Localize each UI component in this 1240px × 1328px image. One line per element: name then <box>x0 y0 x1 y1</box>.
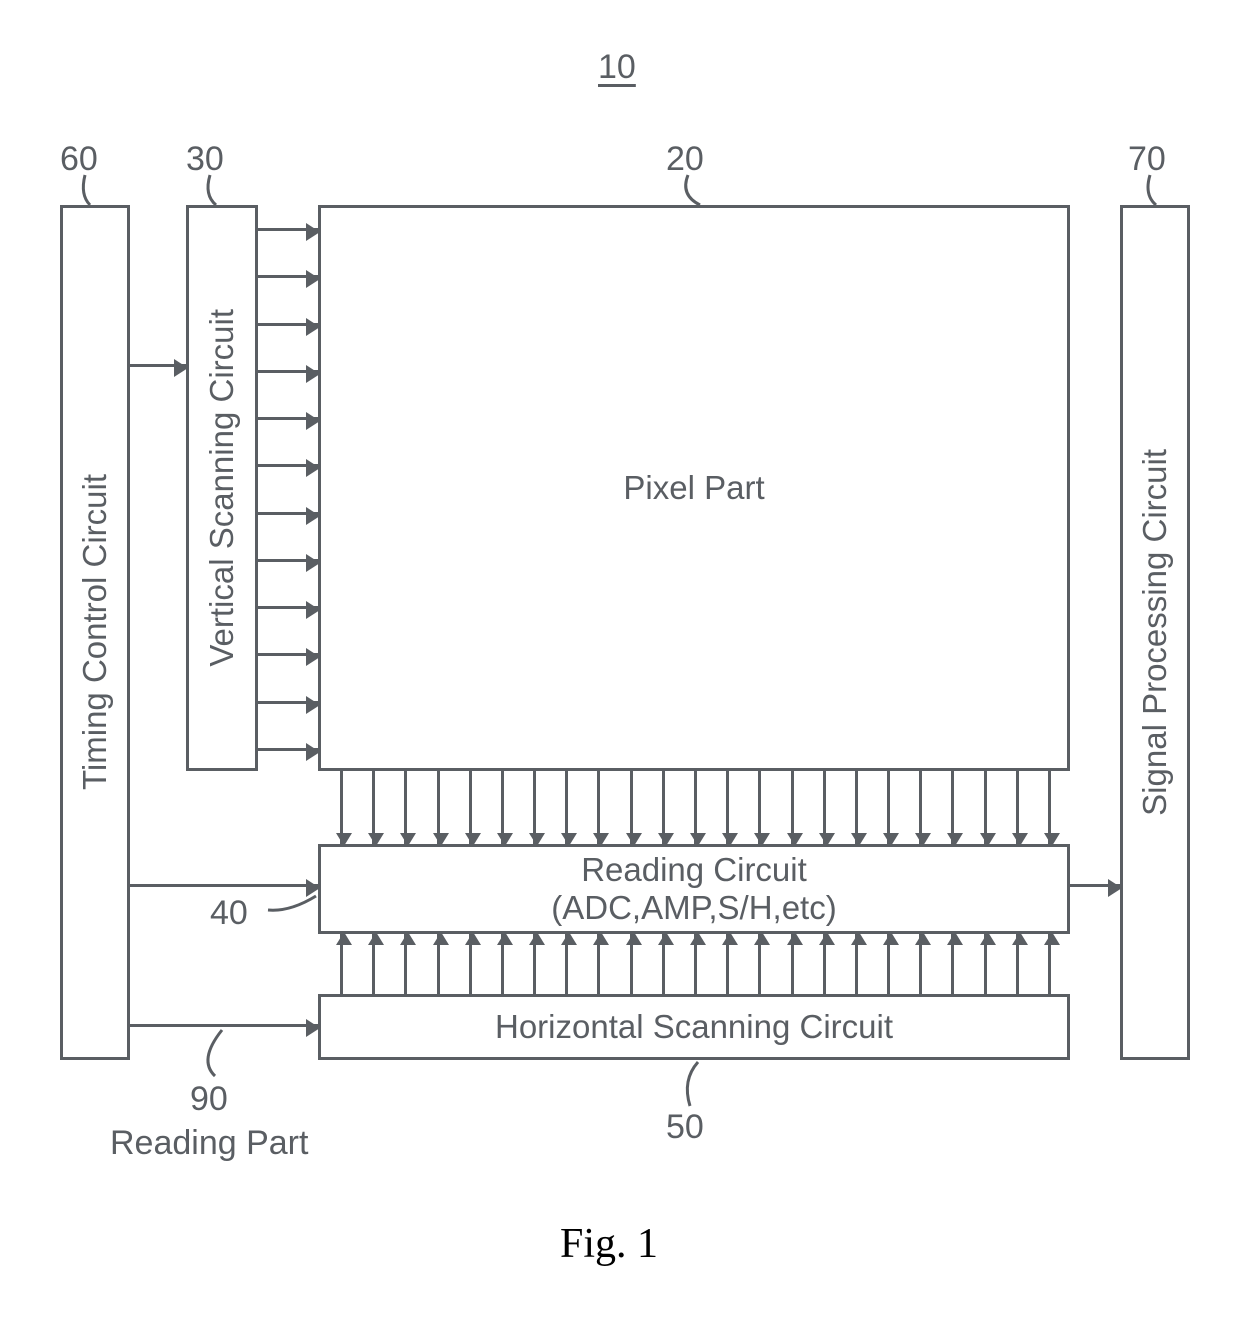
arrow-hscan-to-reading <box>887 934 890 994</box>
arrow-hscan-to-reading <box>791 934 794 994</box>
block-label: Timing Control Circuit <box>76 474 114 790</box>
arrow-vscan-to-pixel <box>258 464 318 467</box>
ref-label-70: 70 <box>1128 140 1166 179</box>
reading-part-label: Reading Part <box>110 1124 308 1163</box>
arrow-pixel-to-reading <box>630 771 633 844</box>
block-timing-control: Timing Control Circuit <box>60 205 130 1060</box>
arrow-pixel-to-reading <box>1048 771 1051 844</box>
arrow-pixel-to-reading <box>501 771 504 844</box>
arrow-hscan-to-reading <box>855 934 858 994</box>
block-label: Signal Processing Circuit <box>1136 449 1174 816</box>
arrow-hscan-to-reading <box>951 934 954 994</box>
arrow-hscan-to-reading <box>726 934 729 994</box>
ref-label-40: 40 <box>210 894 248 933</box>
arrow-pixel-to-reading <box>823 771 826 844</box>
arrow-vscan-to-pixel <box>258 228 318 231</box>
arrow-pixel-to-reading <box>984 771 987 844</box>
arrow-pixel-to-reading <box>565 771 568 844</box>
arrow-timing-to-reading <box>130 884 318 887</box>
block-label: Horizontal Scanning Circuit <box>495 1008 893 1046</box>
figure-caption: Fig. 1 <box>560 1220 658 1268</box>
arrow-hscan-to-reading <box>1048 934 1051 994</box>
arrow-hscan-to-reading <box>1016 934 1019 994</box>
arrow-pixel-to-reading <box>340 771 343 844</box>
arrow-hscan-to-reading <box>919 934 922 994</box>
arrow-vscan-to-pixel <box>258 323 318 326</box>
arrow-pixel-to-reading <box>533 771 536 844</box>
arrow-hscan-to-reading <box>533 934 536 994</box>
arrow-hscan-to-reading <box>469 934 472 994</box>
arrow-pixel-to-reading <box>372 771 375 844</box>
arrow-vscan-to-pixel <box>258 748 318 751</box>
block-label-stack: Reading Circuit (ADC,AMP,S/H,etc) <box>551 851 836 927</box>
arrow-hscan-to-reading <box>758 934 761 994</box>
arrow-hscan-to-reading <box>694 934 697 994</box>
arrow-pixel-to-reading <box>404 771 407 844</box>
arrow-pixel-to-reading <box>887 771 890 844</box>
ref-label-20: 20 <box>666 140 704 179</box>
arrow-pixel-to-reading <box>469 771 472 844</box>
arrow-pixel-to-reading <box>662 771 665 844</box>
diagram-canvas: 10 Timing Control Circuit Vertical Scann… <box>0 0 1240 1328</box>
block-vertical-scanning: Vertical Scanning Circuit <box>186 205 258 771</box>
block-sublabel: (ADC,AMP,S/H,etc) <box>551 889 836 927</box>
block-signal-processing: Signal Processing Circuit <box>1120 205 1190 1060</box>
arrow-pixel-to-reading <box>694 771 697 844</box>
arrow-hscan-to-reading <box>340 934 343 994</box>
arrow-hscan-to-reading <box>662 934 665 994</box>
arrow-pixel-to-reading <box>791 771 794 844</box>
arrow-hscan-to-reading <box>565 934 568 994</box>
arrow-pixel-to-reading <box>726 771 729 844</box>
arrow-hscan-to-reading <box>984 934 987 994</box>
block-label: Pixel Part <box>623 469 764 507</box>
arrow-vscan-to-pixel <box>258 653 318 656</box>
block-label: Reading Circuit <box>551 851 836 889</box>
block-label: Vertical Scanning Circuit <box>203 309 241 667</box>
arrow-timing-to-vscan <box>130 364 186 367</box>
arrow-vscan-to-pixel <box>258 275 318 278</box>
block-reading-circuit: Reading Circuit (ADC,AMP,S/H,etc) <box>318 844 1070 934</box>
arrow-pixel-to-reading <box>758 771 761 844</box>
arrow-reading-to-sigproc <box>1070 884 1120 887</box>
arrow-hscan-to-reading <box>404 934 407 994</box>
arrow-vscan-to-pixel <box>258 370 318 373</box>
arrow-vscan-to-pixel <box>258 512 318 515</box>
arrow-hscan-to-reading <box>372 934 375 994</box>
arrow-vscan-to-pixel <box>258 701 318 704</box>
arrow-pixel-to-reading <box>951 771 954 844</box>
arrow-vscan-to-pixel <box>258 606 318 609</box>
ref-label-30: 30 <box>186 140 224 179</box>
ref-label-90: 90 <box>190 1080 228 1119</box>
figure-ref-10: 10 <box>598 48 636 87</box>
arrow-pixel-to-reading <box>919 771 922 844</box>
arrow-vscan-to-pixel <box>258 417 318 420</box>
arrow-hscan-to-reading <box>437 934 440 994</box>
arrow-hscan-to-reading <box>823 934 826 994</box>
arrow-vscan-to-pixel <box>258 559 318 562</box>
ref-label-60: 60 <box>60 140 98 179</box>
arrow-hscan-to-reading <box>501 934 504 994</box>
block-pixel-part: Pixel Part <box>318 205 1070 771</box>
arrow-hscan-to-reading <box>630 934 633 994</box>
arrow-pixel-to-reading <box>855 771 858 844</box>
block-horizontal-scanning: Horizontal Scanning Circuit <box>318 994 1070 1060</box>
arrow-pixel-to-reading <box>597 771 600 844</box>
arrow-timing-to-hscan <box>130 1024 318 1027</box>
arrow-hscan-to-reading <box>597 934 600 994</box>
arrow-pixel-to-reading <box>1016 771 1019 844</box>
ref-label-50: 50 <box>666 1108 704 1147</box>
arrow-pixel-to-reading <box>437 771 440 844</box>
